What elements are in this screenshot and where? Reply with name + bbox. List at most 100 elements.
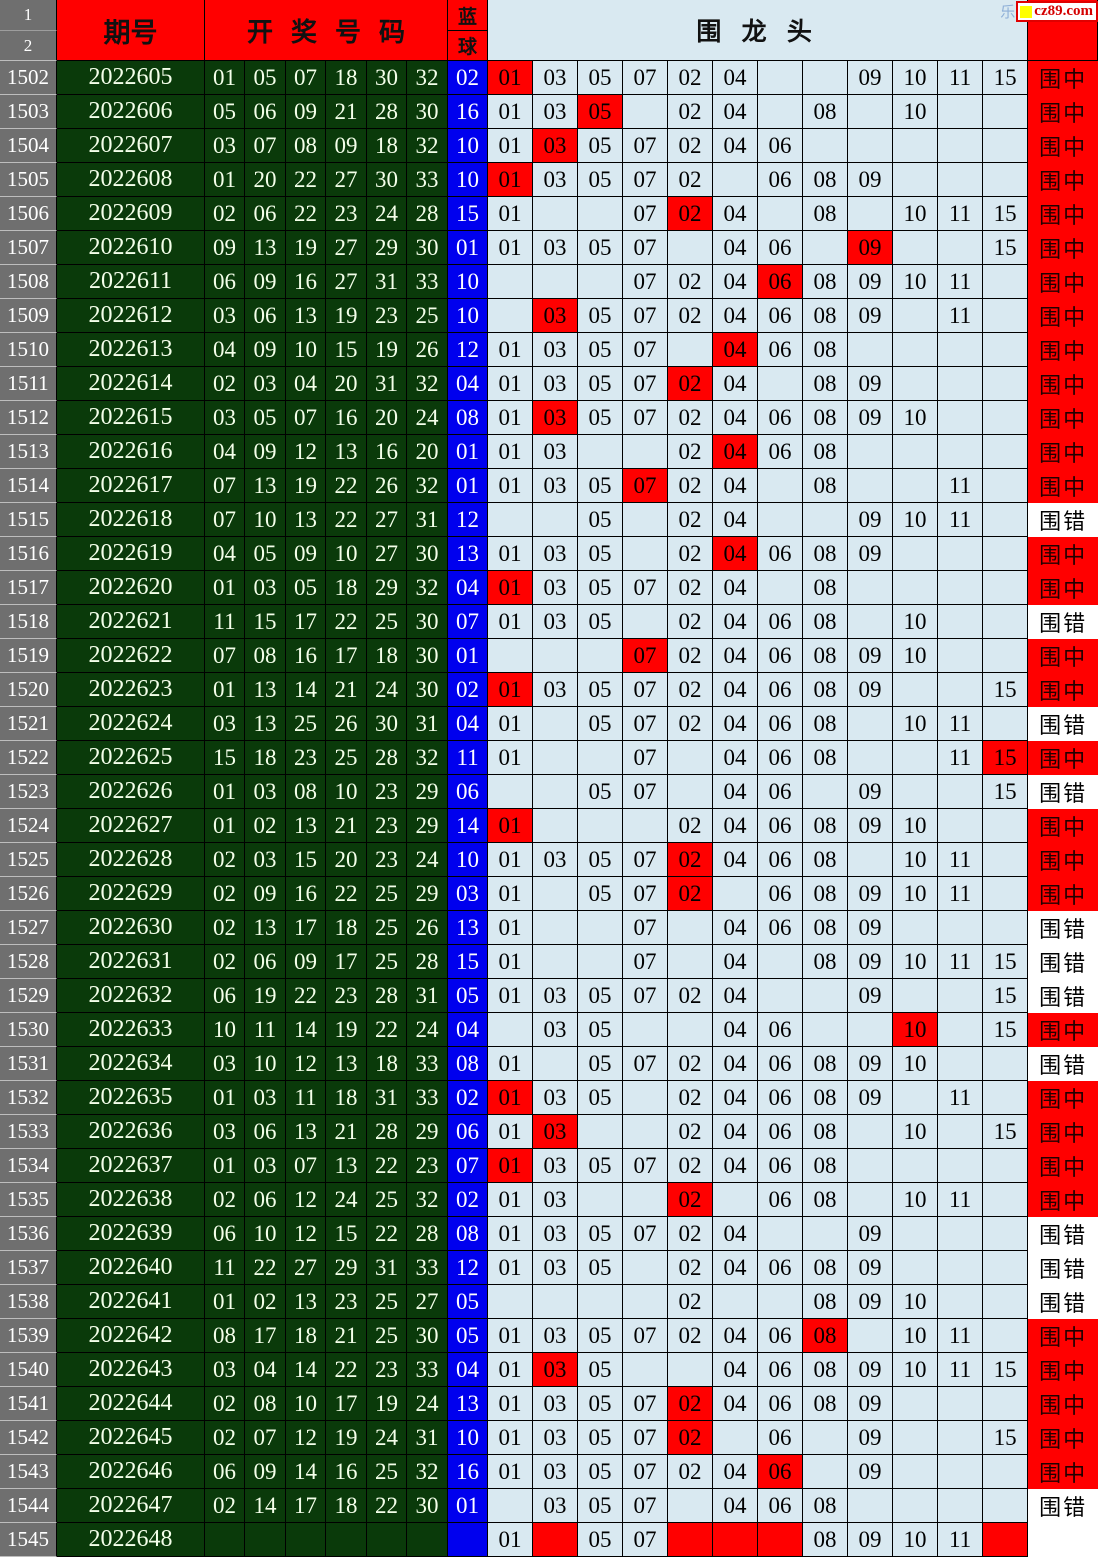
dragon-head-cell — [533, 809, 579, 843]
dragon-head-cell — [938, 231, 984, 265]
dragon-head-cell — [668, 911, 714, 945]
red-ball-cell: 02 — [205, 1183, 245, 1217]
period-cell: 2022636 — [57, 1115, 205, 1149]
period-cell: 2022607 — [57, 129, 205, 163]
dragon-head-cell: 15 — [983, 1013, 1029, 1047]
dragon-head-cell — [893, 775, 939, 809]
period-cell: 2022626 — [57, 775, 205, 809]
blue-ball-cell: 11 — [448, 741, 489, 775]
table-row: 1523 2022626 01 03 08 10 23 29 06 05 07 04 06 09 15 围错 — [0, 775, 1098, 809]
table-row: 1512 2022615 03 05 07 16 20 24 08 01 03 05 07 02 04 06 0… — [0, 401, 1098, 435]
blue-ball-cell: 04 — [448, 1353, 489, 1387]
red-ball-cell: 09 — [245, 877, 286, 911]
result-cell: 围中 — [1028, 1455, 1098, 1489]
dragon-head-cell: 07 — [623, 265, 669, 299]
red-ball-cell: 07 — [205, 469, 245, 503]
dragon-head-cell — [983, 435, 1029, 469]
dragon-head-cell: 08 — [803, 1523, 849, 1557]
dragon-head-cell: 06 — [758, 775, 804, 809]
red-ball-cell: 26 — [407, 333, 449, 367]
red-ball-cell: 33 — [407, 1047, 449, 1081]
dragon-head-cell: 08 — [803, 877, 849, 911]
dragon-head-cell — [938, 1013, 984, 1047]
dragon-head-cell: 09 — [848, 1455, 894, 1489]
blue-ball-cell: 01 — [448, 639, 489, 673]
dragon-head-cell — [893, 367, 939, 401]
dragon-head-cell — [983, 1455, 1029, 1489]
dragon-head-cell: 15 — [983, 1421, 1029, 1455]
dragon-head-cell — [533, 911, 579, 945]
row-index-cell: 1518 — [0, 605, 57, 639]
red-ball-cell: 09 — [245, 333, 286, 367]
dragon-head-cell — [623, 95, 669, 129]
red-ball-cell: 22 — [367, 1489, 407, 1523]
dragon-head-cell — [578, 945, 624, 979]
dragon-head-cell — [488, 1013, 534, 1047]
result-cell: 围中 — [1028, 809, 1098, 843]
table-row: 1545 2022648 01 05 07 08 09 10 11 — [0, 1523, 1098, 1557]
red-ball-cell: 30 — [407, 1489, 449, 1523]
dragon-head-cell: 04 — [713, 1115, 759, 1149]
blue-ball-cell: 02 — [448, 673, 489, 707]
dragon-head-cell: 08 — [803, 163, 849, 197]
red-ball-cell: 20 — [245, 163, 286, 197]
dragon-head-cell — [758, 503, 804, 537]
dragon-head-cell: 03 — [533, 1387, 579, 1421]
blue-ball-cell: 12 — [448, 1251, 489, 1285]
dragon-head-cell: 01 — [488, 1319, 534, 1353]
dragon-head-cell: 06 — [758, 1149, 804, 1183]
dragon-head-cell — [983, 605, 1029, 639]
dragon-head-cell: 01 — [488, 469, 534, 503]
dragon-head-cell — [893, 333, 939, 367]
dragon-head-cell: 03 — [533, 1455, 579, 1489]
red-ball-cell: 29 — [367, 231, 407, 265]
dragon-head-cell — [893, 1489, 939, 1523]
dragon-head-cell — [803, 979, 849, 1013]
red-ball-cell: 27 — [286, 1251, 326, 1285]
red-ball-cell: 06 — [205, 265, 245, 299]
dragon-head-cell: 04 — [713, 639, 759, 673]
dragon-head-cell — [983, 571, 1029, 605]
dragon-head-cell: 02 — [668, 1319, 714, 1353]
dragon-head-cell — [983, 503, 1029, 537]
dragon-head-cell — [533, 741, 579, 775]
result-cell: 围中 — [1028, 265, 1098, 299]
blue-ball-cell: 03 — [448, 877, 489, 911]
red-ball-cell: 22 — [286, 979, 326, 1013]
dragon-head-cell: 01 — [488, 1523, 534, 1557]
row-index-cell: 1533 — [0, 1115, 57, 1149]
red-ball-cell: 27 — [326, 231, 367, 265]
period-cell: 2022630 — [57, 911, 205, 945]
dragon-head-cell: 03 — [533, 979, 579, 1013]
blue-ball-cell: 05 — [448, 1285, 489, 1319]
red-ball-cell: 33 — [407, 1353, 449, 1387]
red-ball-cell: 13 — [286, 809, 326, 843]
result-cell: 围错 — [1028, 775, 1098, 809]
blue-ball-cell: 01 — [448, 469, 489, 503]
red-ball-cell: 19 — [367, 1387, 407, 1421]
result-cell: 围中 — [1028, 367, 1098, 401]
dragon-head-cell — [533, 1285, 579, 1319]
red-ball-cell: 12 — [286, 1183, 326, 1217]
dragon-head-cell: 15 — [983, 741, 1029, 775]
table-row: 1521 2022624 03 13 25 26 30 31 04 01 05 07 02 04 06 08 1… — [0, 707, 1098, 741]
dragon-head-cell: 09 — [848, 979, 894, 1013]
dragon-head-cell: 07 — [623, 979, 669, 1013]
red-ball-cell: 32 — [407, 469, 449, 503]
table-row: 1524 2022627 01 02 13 21 23 29 14 01 02 04 06 08 09 10 围… — [0, 809, 1098, 843]
red-ball-cell: 28 — [407, 945, 449, 979]
table-row: 1542 2022645 02 07 12 19 24 31 10 01 03 05 07 02 06 09 1… — [0, 1421, 1098, 1455]
dragon-head-cell — [848, 1013, 894, 1047]
dragon-head-cell — [893, 571, 939, 605]
dragon-head-cell: 08 — [803, 401, 849, 435]
dragon-head-cell: 06 — [758, 1115, 804, 1149]
red-ball-cell: 26 — [367, 469, 407, 503]
red-ball-cell: 06 — [245, 1183, 286, 1217]
watermark-link[interactable]: cz89.com — [1016, 1, 1098, 22]
dragon-head-cell — [983, 911, 1029, 945]
dragon-head-cell: 08 — [803, 809, 849, 843]
dragon-head-cell: 09 — [848, 537, 894, 571]
row-index-cell: 1534 — [0, 1149, 57, 1183]
red-ball-cell: 23 — [326, 197, 367, 231]
dragon-head-cell — [893, 299, 939, 333]
